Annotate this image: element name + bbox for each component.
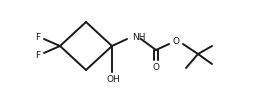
Text: O: O <box>153 63 160 71</box>
Text: OH: OH <box>106 75 120 84</box>
Text: O: O <box>172 37 179 47</box>
Text: F: F <box>35 51 40 60</box>
Text: NH: NH <box>132 33 145 43</box>
Text: F: F <box>35 33 40 41</box>
